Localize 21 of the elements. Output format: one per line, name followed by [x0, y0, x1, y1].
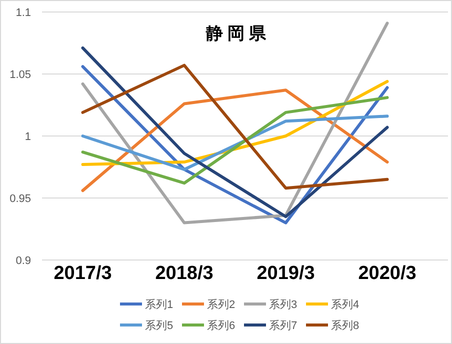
line-series [81, 114, 389, 171]
y-tick-label: 1 [24, 131, 31, 143]
y-tick-label: 0.95 [10, 193, 31, 205]
text: 静 岡 県 [204, 24, 268, 43]
x-tick-label: 2017/3 [54, 263, 112, 284]
x-tick-label: 2019/3 [256, 263, 315, 284]
legend-label: 系列6 [207, 319, 236, 332]
legend-label: 系列5 [145, 319, 174, 332]
legend-label: 系列8 [331, 319, 360, 332]
x-tick-label: 2018/3 [155, 263, 214, 284]
legend-label: 系列7 [269, 319, 298, 332]
y-tick-label: 1.05 [10, 69, 31, 81]
legend-label: 系列4 [331, 298, 360, 311]
y-tick-label: 1.1 [16, 7, 31, 19]
line-series [81, 64, 389, 190]
legend-label: 系列2 [207, 298, 236, 311]
legend-label: 系列1 [145, 298, 174, 311]
y-tick-label: 0.9 [16, 255, 31, 267]
x-tick-label: 2020/3 [358, 263, 416, 284]
legend-label: 系列3 [269, 298, 298, 311]
line-series [81, 22, 389, 224]
